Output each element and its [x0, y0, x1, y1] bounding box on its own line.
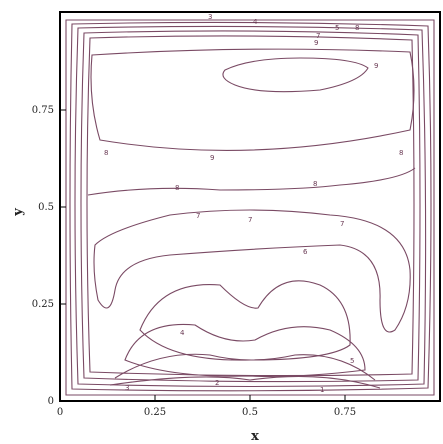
x-tick-label: 0.75 [334, 407, 356, 418]
y-tick-label: 0.75 [32, 105, 54, 116]
contour-line [109, 375, 381, 389]
contour-label-3: 3 [208, 13, 212, 21]
contour-line [69, 21, 432, 392]
contour-label-3b: 3 [125, 384, 129, 392]
contour-label-9c: 9 [210, 154, 214, 162]
contour-lines [65, 19, 435, 396]
contour-line [90, 48, 415, 151]
contour-label-9b: 9 [374, 62, 378, 70]
contour-line [222, 57, 369, 93]
contour-line [65, 19, 435, 396]
contour-label-9: 9 [314, 39, 318, 47]
contour-label-8b: 8 [399, 149, 403, 157]
contour-label-7b: 7 [248, 216, 252, 224]
y-tick-label: 0.5 [38, 202, 54, 213]
contour-label-8c: 8 [175, 184, 179, 192]
contour-label-5: 5 [335, 24, 339, 32]
contour-label-6: 6 [303, 248, 308, 256]
x-axis-label: x [251, 429, 259, 444]
contour-label-4: 4 [253, 18, 258, 26]
y-axis-label: y [11, 208, 26, 217]
plot-frame [59, 11, 441, 402]
x-tick-label: 0.25 [144, 407, 166, 418]
contour-label-8a: 8 [104, 149, 108, 157]
contour-label-2: 2 [215, 379, 219, 387]
contour-label-1: 1 [320, 386, 324, 394]
contour-label-7c: 7 [340, 220, 344, 228]
ticks [59, 109, 346, 402]
x-tick-label: 0 [57, 407, 63, 418]
contour-line [74, 25, 427, 388]
contour-label-8d: 8 [313, 180, 317, 188]
contour-line [93, 209, 411, 333]
contour-line [86, 35, 415, 377]
contour-label-5b: 5 [350, 357, 354, 365]
contour-line [124, 323, 366, 377]
contour-label-4b: 4 [180, 329, 185, 337]
contour-line [139, 280, 351, 361]
contour-label-7: 7 [316, 32, 320, 40]
contour-label-8: 8 [355, 24, 359, 32]
x-tick-label: 0.5 [242, 407, 258, 418]
y-tick-label: 0.25 [32, 299, 54, 310]
y-tick-label: 0 [48, 396, 54, 407]
contour-line [87, 167, 416, 196]
contour-line [80, 30, 421, 383]
contour-line [114, 353, 376, 381]
contour-label-7a: 7 [196, 212, 200, 220]
contour-labels: 3 4 5 7 8 9 9 8 9 8 8 8 7 7 7 6 4 5 2 1 … [104, 13, 403, 394]
